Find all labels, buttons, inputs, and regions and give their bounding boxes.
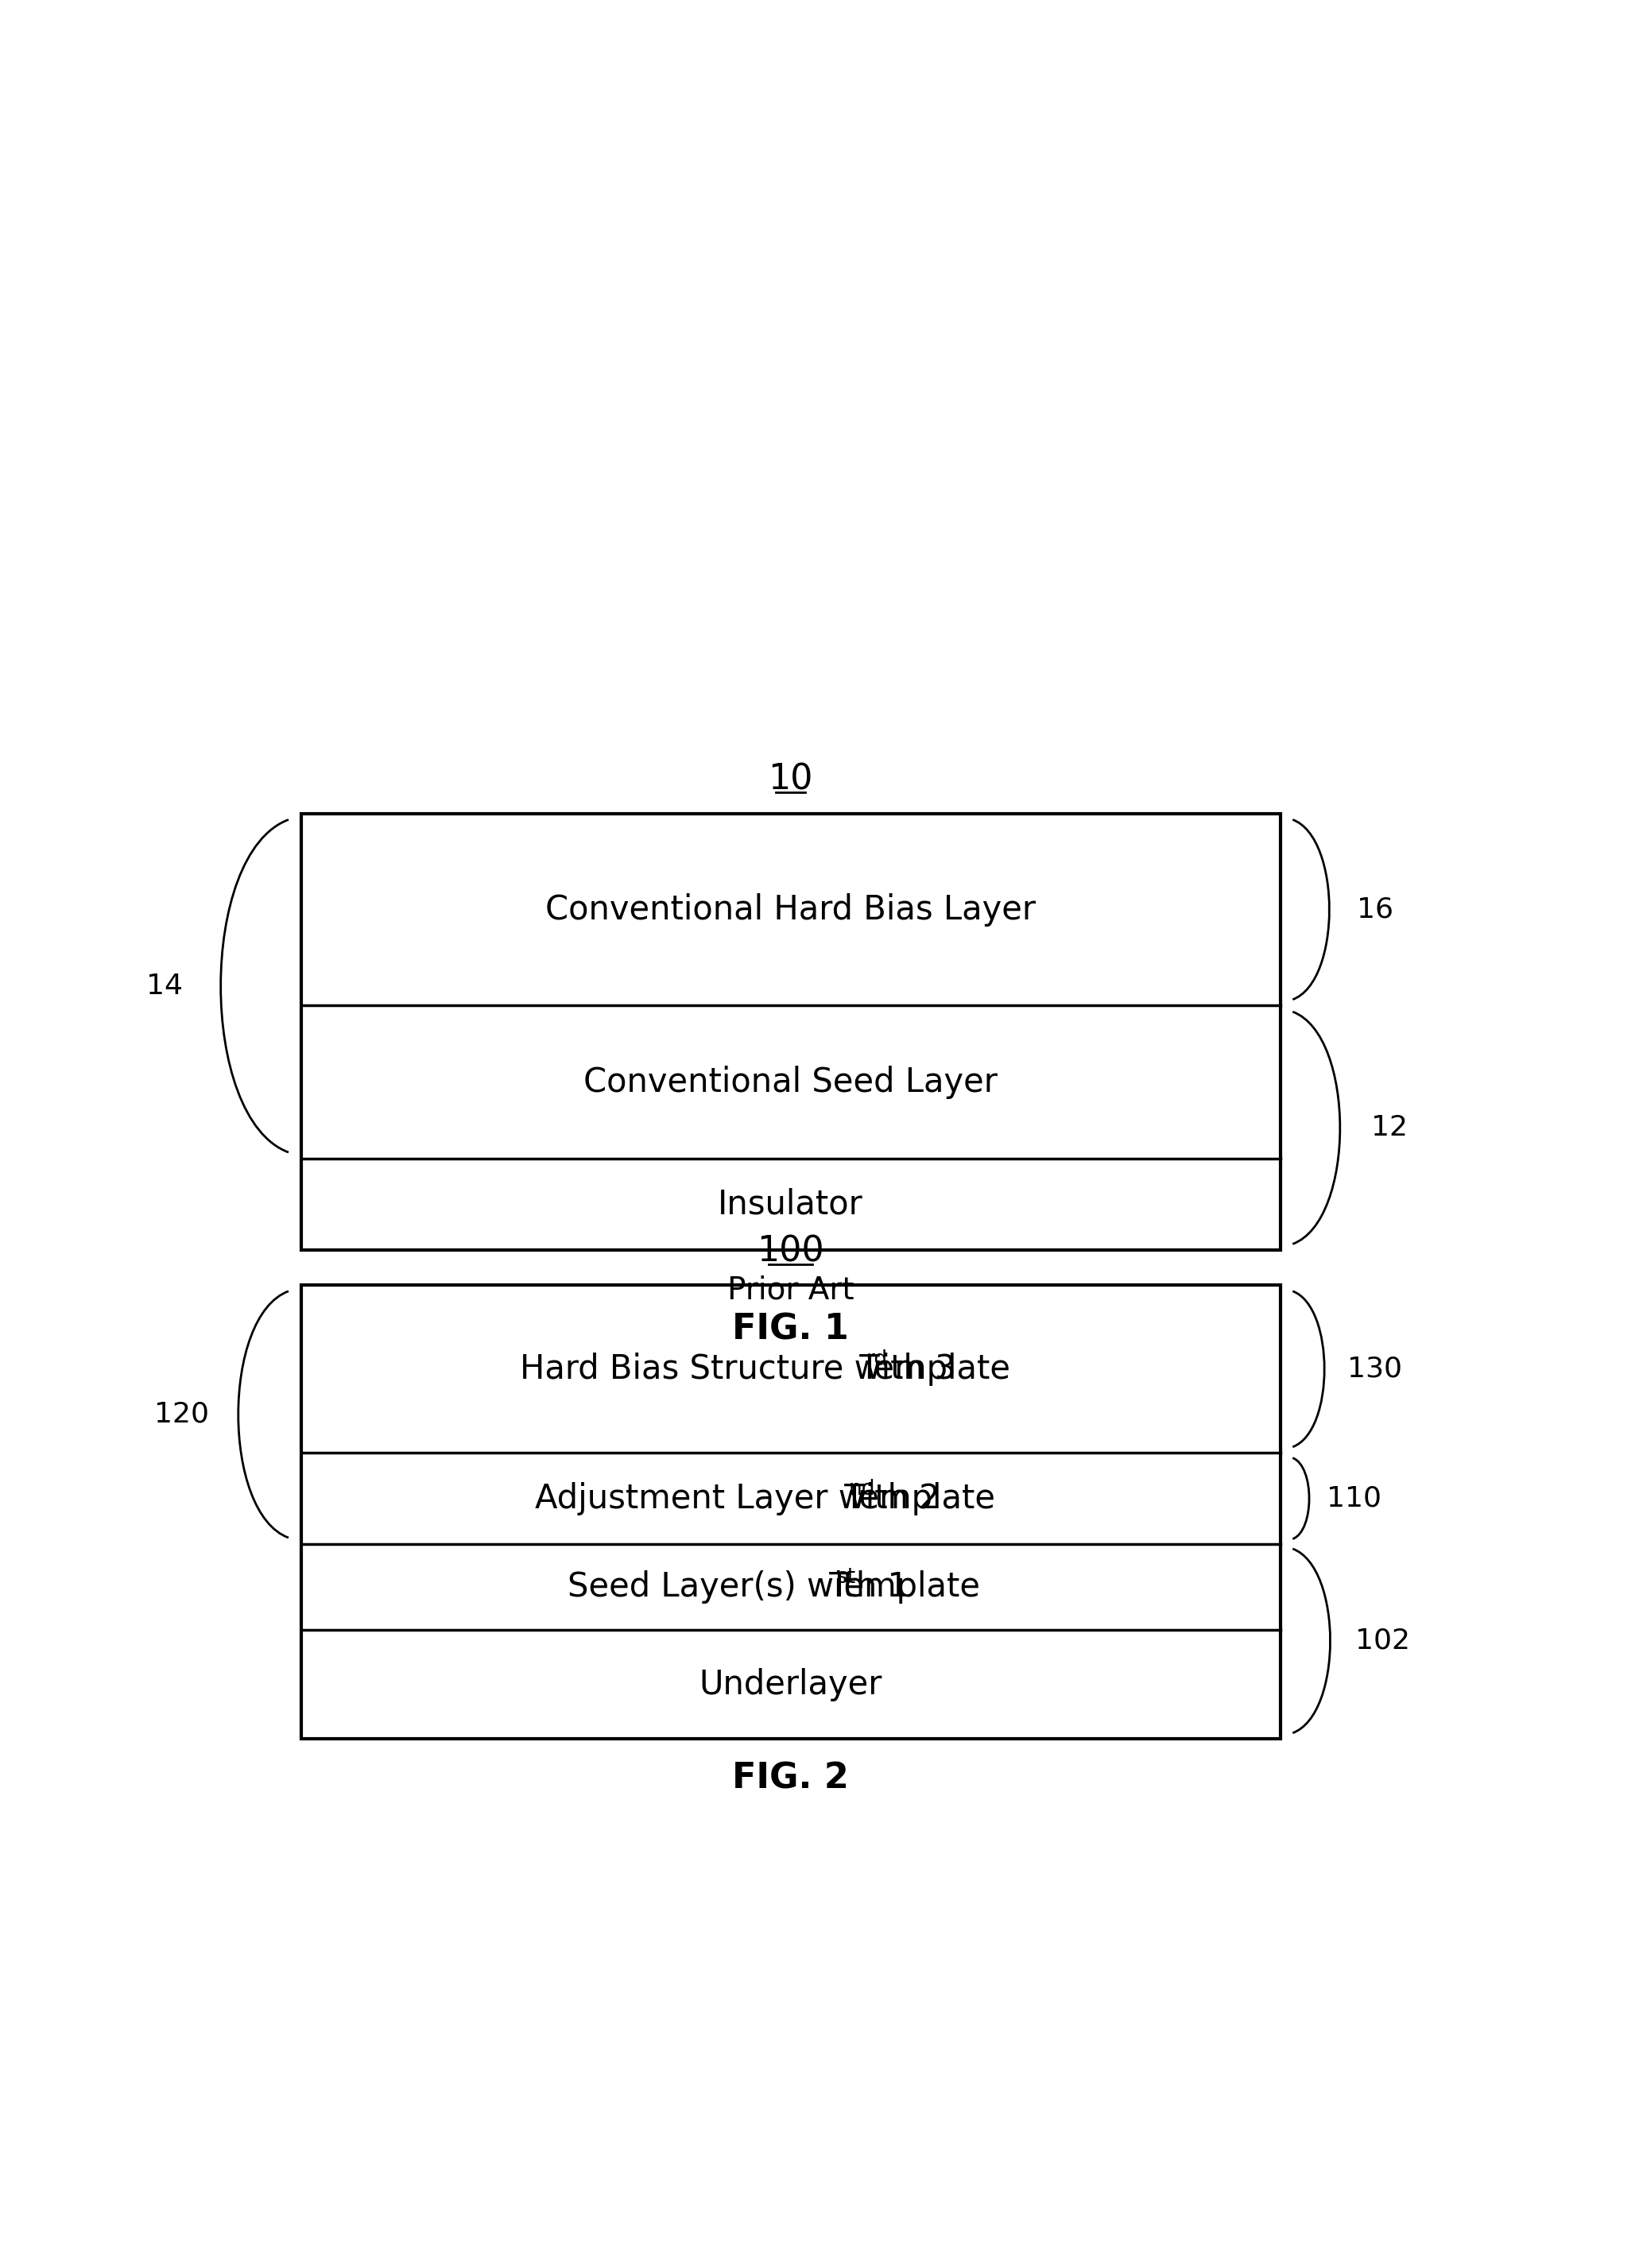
Text: Template: Template bbox=[818, 1569, 979, 1603]
Text: 110: 110 bbox=[1328, 1486, 1382, 1513]
Bar bbox=[301, 1286, 1280, 1740]
Text: Conventional Hard Bias Layer: Conventional Hard Bias Layer bbox=[545, 894, 1035, 925]
Text: Conventional Seed Layer: Conventional Seed Layer bbox=[583, 1066, 997, 1098]
Text: Template: Template bbox=[849, 1352, 1010, 1386]
Text: 100: 100 bbox=[757, 1234, 825, 1268]
Text: 10: 10 bbox=[769, 762, 813, 796]
Text: Prior Art: Prior Art bbox=[728, 1275, 854, 1304]
Text: Adjustment Layer with 2: Adjustment Layer with 2 bbox=[536, 1481, 940, 1515]
Text: Underlayer: Underlayer bbox=[698, 1667, 882, 1701]
Text: FIG. 2: FIG. 2 bbox=[733, 1762, 849, 1796]
Text: 12: 12 bbox=[1372, 1114, 1408, 1141]
Text: Template: Template bbox=[835, 1481, 996, 1515]
Text: 102: 102 bbox=[1355, 1628, 1410, 1653]
Text: 14: 14 bbox=[146, 973, 182, 1000]
Text: nd: nd bbox=[848, 1479, 876, 1499]
Text: 120: 120 bbox=[154, 1402, 209, 1429]
Text: 130: 130 bbox=[1347, 1356, 1401, 1383]
Text: Seed Layer(s) with 1: Seed Layer(s) with 1 bbox=[567, 1569, 909, 1603]
Text: Hard Bias Structure with 3: Hard Bias Structure with 3 bbox=[519, 1352, 956, 1386]
Text: rd: rd bbox=[866, 1349, 887, 1370]
Text: FIG. 1: FIG. 1 bbox=[733, 1313, 849, 1347]
Bar bbox=[301, 814, 1280, 1250]
Text: st: st bbox=[836, 1567, 856, 1588]
Text: 16: 16 bbox=[1357, 896, 1393, 923]
Text: Insulator: Insulator bbox=[718, 1188, 863, 1220]
